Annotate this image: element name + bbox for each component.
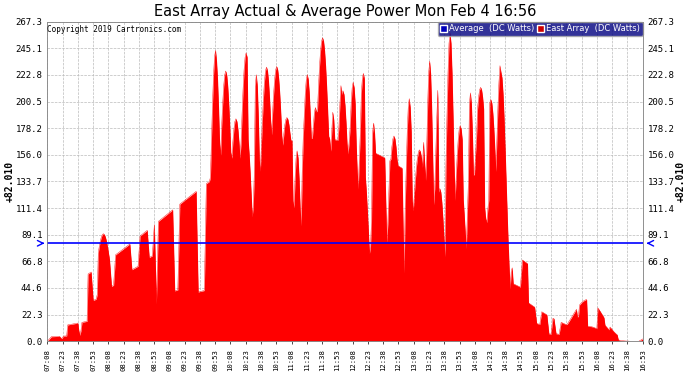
Legend: Average  (DC Watts), East Array  (DC Watts): Average (DC Watts), East Array (DC Watts… — [437, 22, 642, 36]
Text: Copyright 2019 Cartronics.com: Copyright 2019 Cartronics.com — [48, 26, 181, 34]
Y-axis label: +82.010: +82.010 — [676, 161, 686, 202]
Y-axis label: +82.010: +82.010 — [4, 161, 14, 202]
Title: East Array Actual & Average Power Mon Feb 4 16:56: East Array Actual & Average Power Mon Fe… — [154, 4, 536, 19]
